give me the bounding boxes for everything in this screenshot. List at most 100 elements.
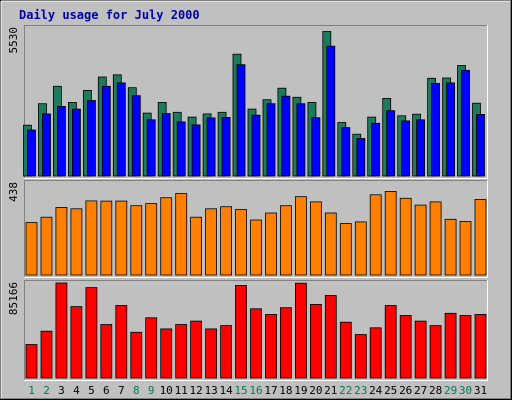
bar-top-s2-day-21 bbox=[326, 45, 336, 177]
bar-middle-s1-day-9 bbox=[145, 203, 158, 276]
bar-bottom-s1-day-28 bbox=[429, 325, 442, 379]
bar-top-s2-day-7 bbox=[116, 82, 126, 177]
bar-middle-s1-day-12 bbox=[190, 216, 203, 276]
bar-top-s2-day-30 bbox=[461, 69, 470, 177]
x-tick-label-29: 29 bbox=[444, 384, 457, 397]
bar-middle-s1-day-21 bbox=[324, 212, 337, 276]
bar-bottom-s1-day-5 bbox=[85, 287, 98, 379]
x-tick-label-26: 26 bbox=[399, 384, 412, 397]
x-tick-label-3: 3 bbox=[58, 384, 65, 397]
bar-bottom-s1-day-10 bbox=[160, 328, 173, 379]
bar-middle-s1-day-28 bbox=[429, 201, 442, 276]
x-tick-label-25: 25 bbox=[384, 384, 397, 397]
x-tick-label-31: 31 bbox=[474, 384, 487, 397]
bar-top-s2-day-28 bbox=[431, 83, 441, 177]
panel-middle-ymax-label: 438 bbox=[7, 182, 20, 202]
x-tick-label-16: 16 bbox=[249, 384, 262, 397]
x-tick-label-4: 4 bbox=[73, 384, 80, 397]
bar-top-s2-day-8 bbox=[131, 95, 141, 177]
bar-top-s2-day-23 bbox=[356, 138, 366, 177]
bar-top-s2-day-16 bbox=[251, 114, 261, 177]
bar-bottom-s1-day-29 bbox=[444, 312, 457, 379]
bar-top-s2-day-6 bbox=[101, 85, 111, 177]
bar-middle-s1-day-29 bbox=[444, 218, 457, 276]
x-tick-label-27: 27 bbox=[414, 384, 427, 397]
bar-top-s2-day-20 bbox=[311, 117, 321, 177]
bar-middle-s1-day-3 bbox=[55, 206, 68, 276]
bar-middle-s1-day-19 bbox=[294, 196, 307, 276]
x-tick-label-14: 14 bbox=[219, 384, 233, 397]
bar-bottom-s1-day-13 bbox=[205, 328, 218, 379]
bar-middle-s1-day-27 bbox=[414, 204, 427, 276]
bar-top-s2-day-19 bbox=[296, 103, 306, 177]
bar-bottom-s1-day-9 bbox=[145, 317, 158, 379]
bar-bottom-s1-day-27 bbox=[414, 320, 427, 379]
bar-middle-s1-day-26 bbox=[399, 197, 412, 276]
bar-top-s2-day-24 bbox=[371, 122, 381, 177]
x-tick-label-6: 6 bbox=[103, 384, 110, 397]
x-tick-label-21: 21 bbox=[324, 384, 337, 397]
bar-top-s2-day-31 bbox=[476, 114, 485, 177]
x-tick-label-7: 7 bbox=[118, 384, 125, 397]
bar-bottom-s1-day-4 bbox=[70, 306, 83, 379]
panel-top-ymax-label: 5530 bbox=[7, 27, 20, 54]
bar-middle-s1-day-22 bbox=[339, 223, 352, 276]
chart-title: Daily usage for July 2000 bbox=[19, 8, 200, 22]
bar-middle-s1-day-31 bbox=[474, 198, 487, 276]
bar-middle-s1-day-8 bbox=[130, 205, 143, 276]
bar-bottom-s1-day-22 bbox=[339, 321, 352, 379]
bar-middle-s1-day-20 bbox=[309, 201, 322, 276]
x-tick-label-20: 20 bbox=[309, 384, 322, 397]
bar-middle-s1-day-11 bbox=[175, 193, 188, 276]
bar-bottom-s1-day-17 bbox=[265, 313, 277, 379]
bar-bottom-s1-day-8 bbox=[130, 331, 143, 379]
bar-middle-s1-day-18 bbox=[279, 205, 292, 276]
bar-middle-s1-day-16 bbox=[250, 219, 262, 276]
bar-middle-s1-day-6 bbox=[100, 200, 113, 276]
x-tick-label-22: 22 bbox=[339, 384, 352, 397]
bar-bottom-s1-day-20 bbox=[309, 303, 322, 379]
bar-middle-s1-day-7 bbox=[115, 200, 128, 276]
bar-top-s2-day-13 bbox=[206, 117, 216, 177]
x-tick-label-24: 24 bbox=[369, 384, 383, 397]
bar-top-s2-day-12 bbox=[191, 124, 201, 177]
bar-top-s2-day-9 bbox=[146, 119, 156, 177]
bar-middle-s1-day-4 bbox=[70, 208, 83, 276]
x-tick-label-5: 5 bbox=[88, 384, 95, 397]
x-tick-label-23: 23 bbox=[354, 384, 367, 397]
bar-top-s2-day-2 bbox=[42, 113, 51, 177]
bar-top-s2-day-5 bbox=[87, 100, 96, 177]
bar-top-s2-day-4 bbox=[72, 108, 81, 177]
bar-bottom-s1-day-7 bbox=[115, 305, 128, 379]
bar-middle-s1-day-5 bbox=[85, 200, 98, 276]
bar-top-s2-day-10 bbox=[161, 113, 171, 177]
bar-top-s2-day-18 bbox=[281, 95, 291, 177]
bar-bottom-s1-day-14 bbox=[220, 325, 233, 379]
x-tick-label-10: 10 bbox=[160, 384, 173, 397]
x-tick-label-2: 2 bbox=[43, 384, 50, 397]
bar-bottom-s1-day-19 bbox=[294, 282, 307, 379]
bar-bottom-s1-day-31 bbox=[474, 313, 487, 379]
x-tick-label-1: 1 bbox=[28, 384, 35, 397]
bar-top-s2-day-22 bbox=[341, 127, 351, 177]
x-tick-label-28: 28 bbox=[429, 384, 442, 397]
bar-middle-s1-day-23 bbox=[354, 221, 367, 276]
bar-top-s2-day-27 bbox=[416, 119, 426, 177]
x-tick-label-15: 15 bbox=[234, 384, 247, 397]
bar-middle-s1-day-10 bbox=[160, 197, 173, 276]
x-tick-label-12: 12 bbox=[189, 384, 202, 397]
bar-middle-s1-day-1 bbox=[25, 222, 38, 276]
bar-top-s2-day-11 bbox=[176, 121, 186, 177]
bar-middle-s1-day-24 bbox=[369, 194, 382, 276]
bar-bottom-s1-day-24 bbox=[369, 327, 382, 379]
x-tick-label-30: 30 bbox=[459, 384, 472, 397]
bar-bottom-s1-day-18 bbox=[279, 307, 292, 379]
bar-top-s2-day-1 bbox=[27, 129, 36, 177]
bar-top-s2-day-14 bbox=[221, 117, 231, 177]
bar-bottom-s1-day-21 bbox=[324, 295, 337, 379]
x-tick-label-13: 13 bbox=[204, 384, 217, 397]
bar-middle-s1-day-14 bbox=[220, 206, 233, 276]
bar-top-s2-day-17 bbox=[266, 103, 276, 177]
